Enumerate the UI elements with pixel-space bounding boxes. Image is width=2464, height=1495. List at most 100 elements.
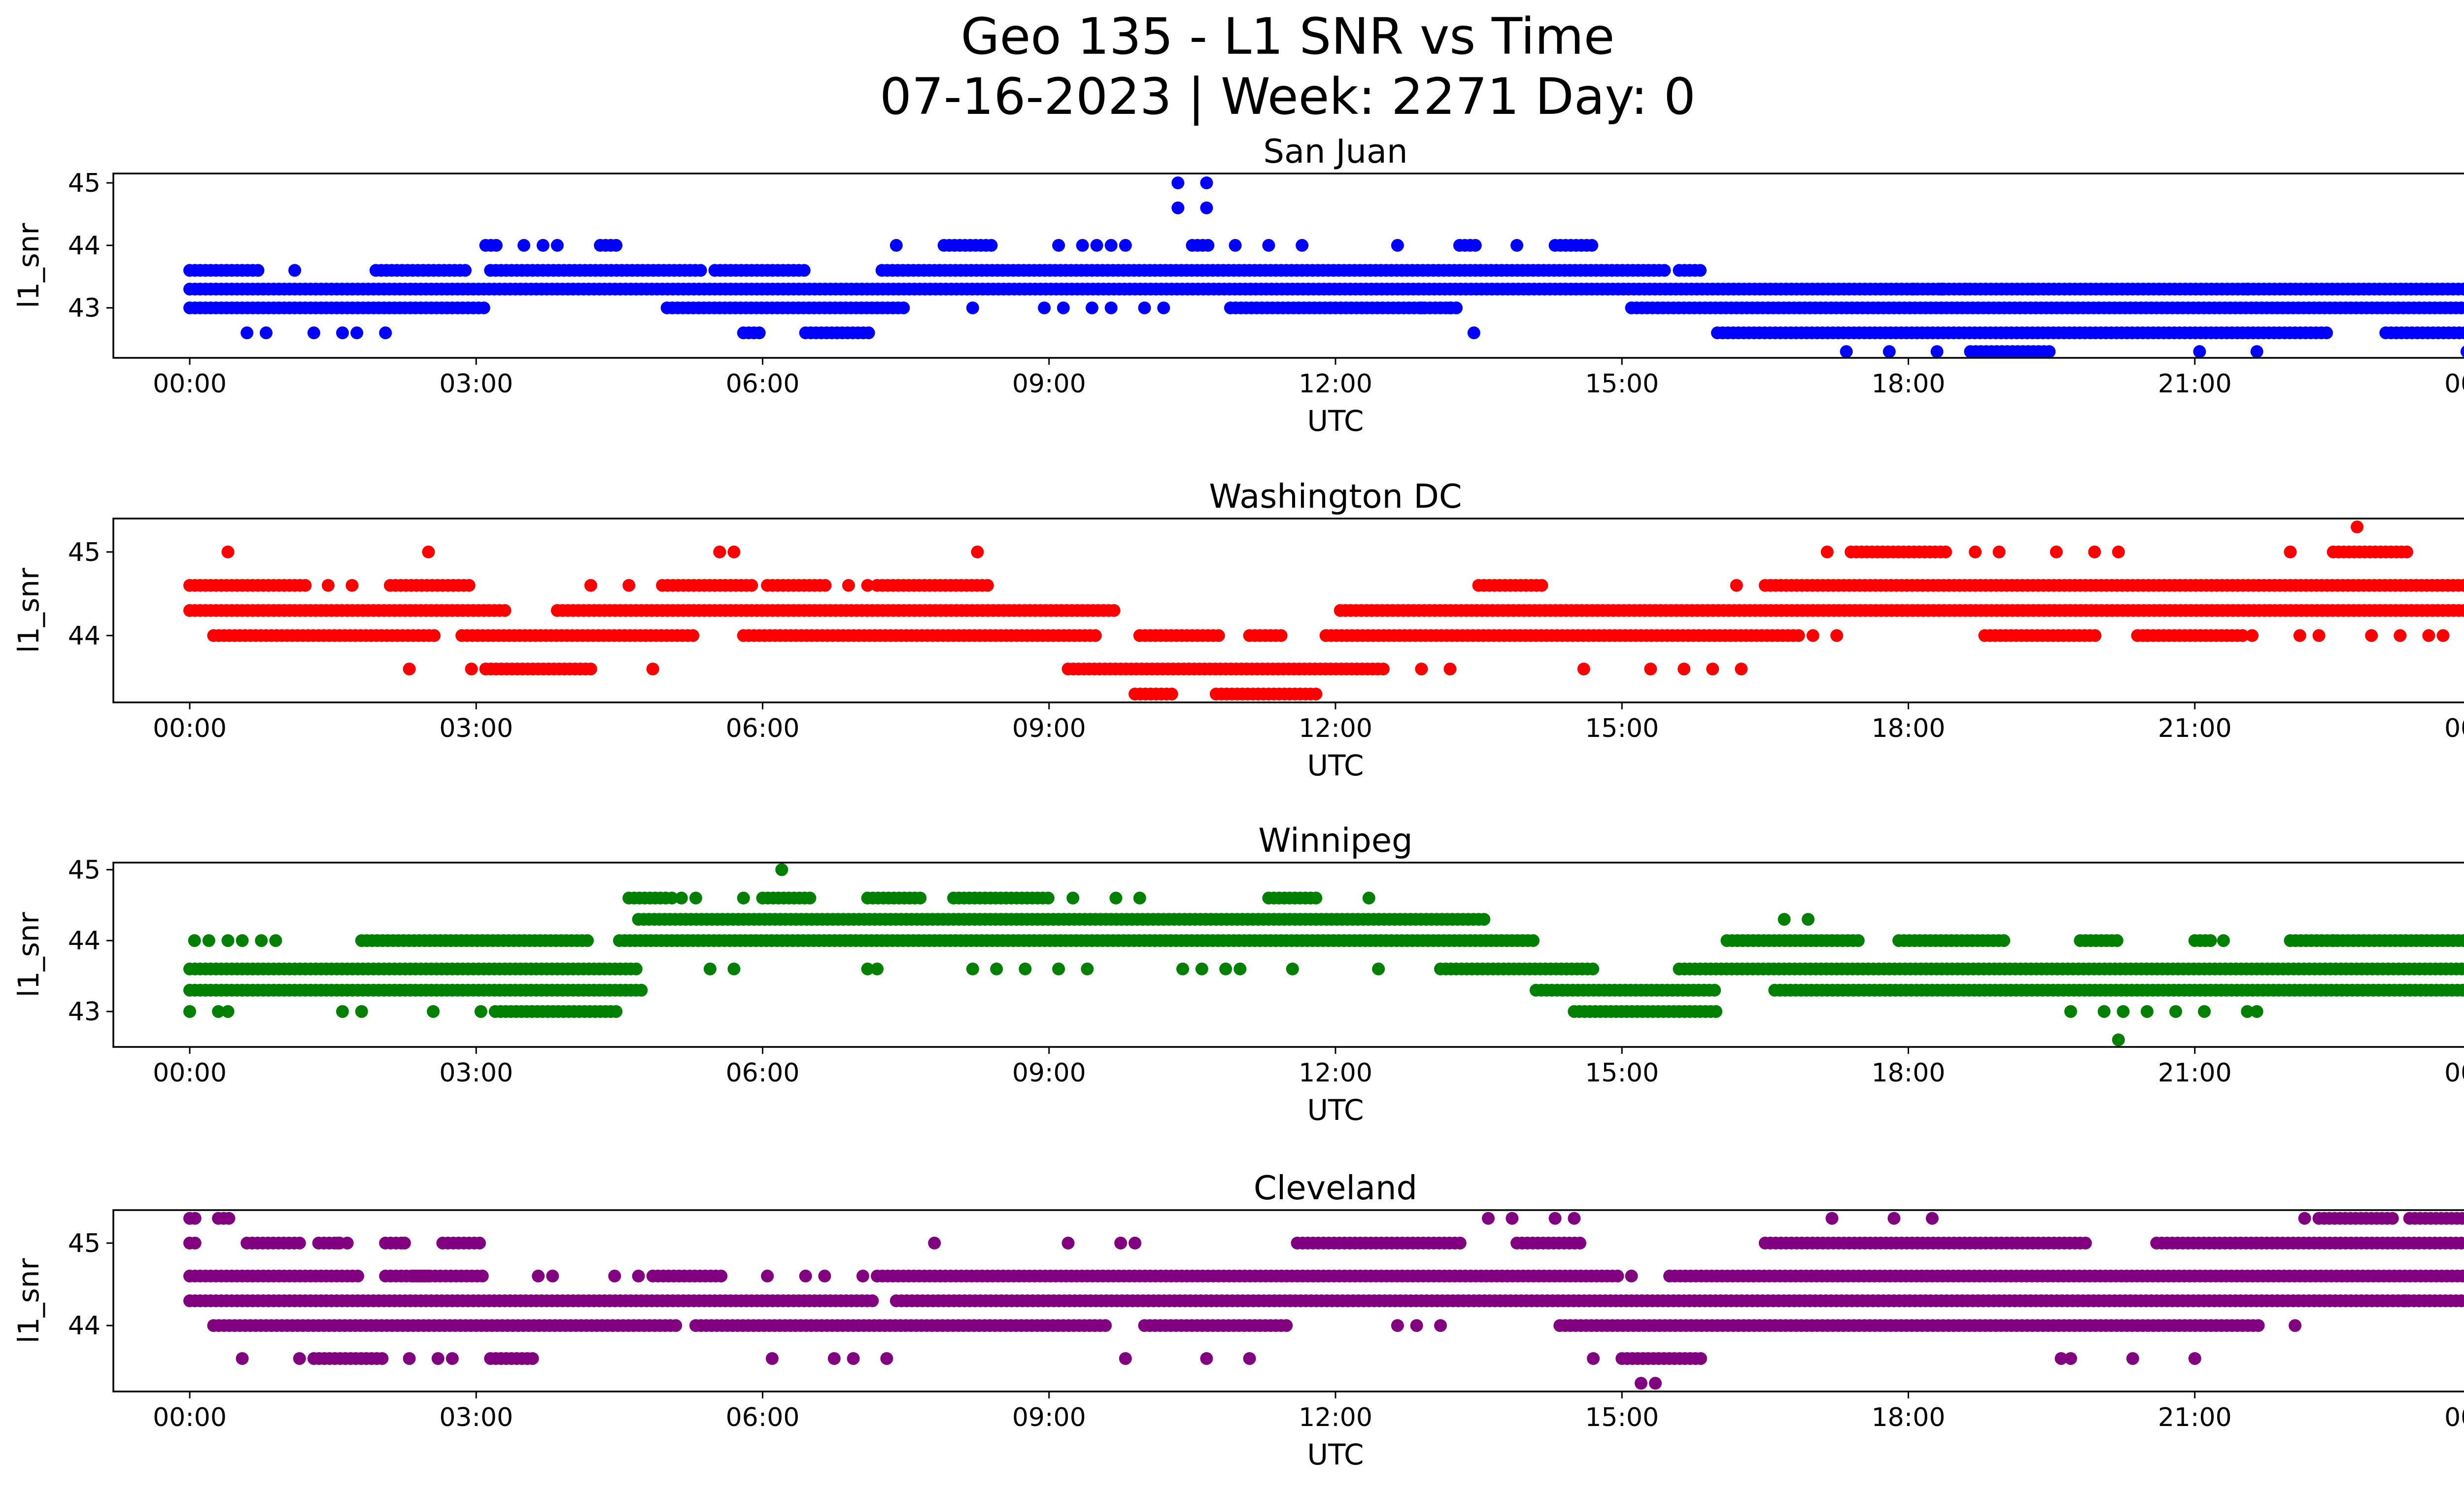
data-point — [1574, 1236, 1586, 1250]
data-point — [1090, 239, 1103, 252]
data-point — [2386, 1212, 2399, 1225]
x-tick-label: 09:00 — [1012, 369, 1086, 399]
data-point — [307, 326, 320, 340]
figure-title: Geo 135 - L1 SNR vs Time 07-16-2023 | We… — [0, 7, 2464, 127]
data-point — [686, 629, 700, 642]
data-point — [1157, 301, 1170, 314]
data-point — [971, 545, 984, 558]
x-tick-label: 12:00 — [1299, 714, 1372, 743]
data-point — [188, 934, 201, 947]
data-points — [183, 521, 2464, 700]
data-point — [1443, 301, 1457, 314]
data-point — [1171, 201, 1185, 214]
data-point — [1706, 662, 1719, 676]
data-point — [1535, 579, 1548, 592]
data-point — [2112, 545, 2125, 558]
data-point — [2460, 346, 2464, 357]
data-point — [2169, 1005, 2182, 1018]
data-point — [1415, 662, 1428, 676]
data-point — [1730, 579, 1743, 592]
data-point — [236, 934, 249, 947]
data-point — [753, 326, 766, 340]
data-point — [2026, 282, 2039, 296]
data-point — [299, 579, 312, 592]
data-point — [351, 1269, 364, 1283]
data-point — [2460, 1295, 2464, 1307]
data-point — [1969, 545, 1982, 558]
x-tick-label: 12:00 — [1299, 1058, 1372, 1088]
x-tick-label: 03:00 — [439, 1058, 513, 1088]
data-point — [260, 326, 273, 340]
data-point — [2460, 302, 2464, 314]
data-point — [2064, 1005, 2077, 1018]
data-point — [897, 301, 910, 314]
data-point — [866, 1294, 879, 1307]
data-point — [2110, 934, 2123, 947]
data-point — [727, 962, 741, 975]
data-point — [2422, 629, 2435, 642]
data-point — [2241, 1005, 2254, 1018]
data-point — [288, 264, 302, 277]
data-point — [2458, 604, 2464, 617]
data-point — [1107, 604, 1121, 617]
data-point — [862, 326, 875, 340]
data-points — [183, 176, 2464, 358]
data-point — [990, 962, 1003, 975]
y-tick-label: 45 — [68, 169, 101, 198]
data-point — [1806, 629, 1819, 642]
x-tick-label: 21:00 — [2158, 1058, 2232, 1088]
data-point — [1735, 662, 1748, 676]
data-point — [221, 1005, 235, 1018]
data-point — [1362, 891, 1375, 904]
data-point — [2327, 934, 2340, 947]
data-point — [2457, 282, 2464, 296]
data-point — [584, 579, 597, 592]
data-point — [1138, 301, 1151, 314]
data-point — [2117, 1005, 2130, 1018]
y-tick-label: 45 — [68, 855, 101, 885]
data-point — [2365, 629, 2378, 642]
data-point — [2312, 629, 2326, 642]
data-point — [1104, 239, 1118, 252]
data-point — [1802, 913, 1815, 926]
data-point — [2462, 581, 2464, 590]
data-points — [183, 863, 2464, 1046]
data-point — [1510, 239, 1524, 252]
data-point — [1019, 962, 1032, 975]
data-point — [1453, 1236, 1467, 1250]
data-point — [745, 579, 758, 592]
data-point — [581, 934, 594, 947]
x-tick-label: 00:00 — [153, 369, 227, 399]
data-point — [2088, 545, 2101, 558]
data-point — [1296, 239, 1309, 252]
data-point — [703, 962, 717, 975]
y-tick-label: 44 — [68, 231, 101, 261]
data-point — [610, 239, 623, 252]
data-point — [474, 1005, 487, 1018]
data-point — [489, 239, 503, 252]
data-point — [1586, 962, 1600, 975]
data-point — [1274, 629, 1288, 642]
data-point — [1176, 962, 1189, 975]
y-axis-label: l1_snr — [12, 568, 45, 653]
data-point — [188, 1236, 202, 1250]
data-point — [2140, 629, 2154, 642]
data-point — [2460, 1237, 2464, 1249]
data-point — [1577, 662, 1590, 676]
data-point — [1935, 282, 1949, 296]
y-tick-label: 45 — [68, 538, 101, 567]
data-point — [694, 264, 707, 277]
data-point — [715, 1269, 728, 1283]
data-point — [1081, 962, 1094, 975]
data-point — [427, 1005, 440, 1018]
data-point — [1611, 1269, 1624, 1283]
data-point — [321, 579, 335, 592]
data-point — [1057, 301, 1070, 314]
data-point — [1229, 239, 1242, 252]
data-point — [2097, 1005, 2111, 1018]
data-point — [713, 545, 726, 558]
